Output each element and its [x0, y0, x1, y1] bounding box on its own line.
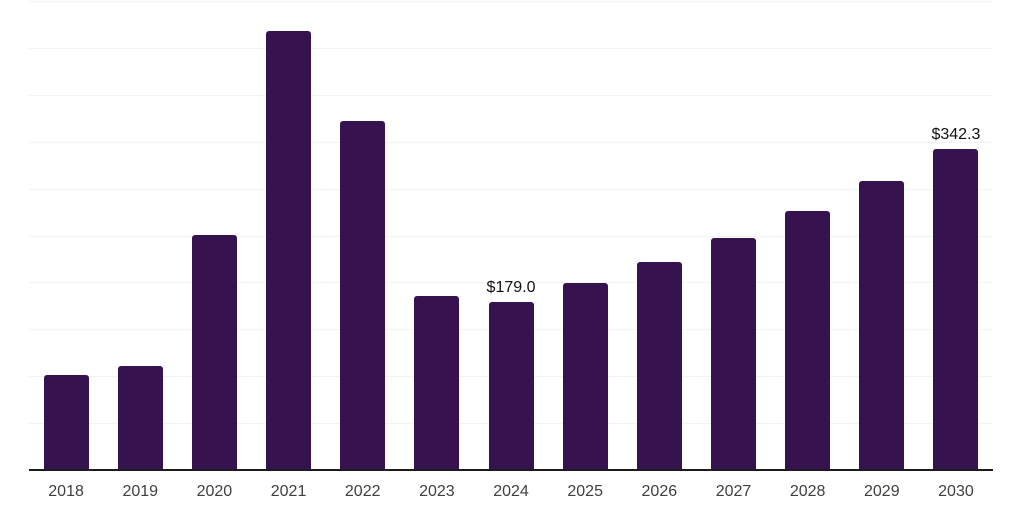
bar-2029 [859, 180, 905, 470]
bar-value-label-2024: $179.0 [486, 279, 536, 297]
x-axis-line [29, 469, 993, 471]
x-tick-label-2020: 2020 [196, 483, 233, 500]
gridline-200 [29, 282, 993, 284]
bar-2022 [340, 120, 386, 470]
bar-slot-2024: $179.0 [474, 1, 548, 470]
x-tick-label-2028: 2028 [789, 483, 826, 500]
bar-slot-2027 [696, 1, 770, 470]
plot-area: $179.0 $342.3 [29, 1, 993, 471]
x-tick-label-2026: 2026 [641, 483, 678, 500]
x-axis-labels: 2018 2019 2020 2021 2022 2023 2024 2025 2026 2027… [29, 482, 993, 502]
bar-2025 [562, 282, 608, 470]
bar-slot-2023 [400, 1, 474, 470]
bar-slot-2019 [103, 1, 177, 470]
bar-value-label-2030: $342.3 [931, 125, 981, 143]
bar-2030 [933, 148, 979, 470]
bar-2018 [43, 374, 89, 470]
x-tick-label-2024: 2024 [493, 483, 529, 500]
x-tick-label-2025: 2025 [567, 483, 603, 500]
bar-slot-2025 [548, 1, 622, 470]
x-tick-label-2023: 2023 [419, 483, 455, 500]
bar-2021 [266, 30, 312, 470]
gridline-450 [29, 47, 993, 49]
bars-layer: $179.0 $342.3 [29, 1, 993, 470]
bar-slot-2030: $342.3 [919, 1, 993, 470]
bar-slot-2022 [326, 1, 400, 470]
gridline-300 [29, 188, 993, 190]
bar-slot-2028 [771, 1, 845, 470]
bar-2028 [785, 211, 831, 470]
gridline-500 [29, 1, 993, 2]
x-tick-label-2029: 2029 [864, 483, 900, 500]
x-tick-label-2022: 2022 [344, 483, 381, 500]
bar-slot-2021 [251, 1, 325, 470]
bar-2027 [710, 237, 756, 470]
x-tick-label-2018: 2018 [48, 483, 84, 500]
gridline-250 [29, 235, 993, 237]
x-tick-label-2027: 2027 [715, 483, 752, 500]
x-tick-label-2019: 2019 [122, 483, 159, 500]
bar-slot-2020 [177, 1, 251, 470]
bar-slot-2026 [622, 1, 696, 470]
x-tick-label-2030: 2030 [938, 483, 974, 500]
bar-2026 [636, 261, 682, 470]
bar-slot-2029 [845, 1, 919, 470]
x-tick-label-2021: 2021 [270, 483, 307, 500]
gridline-350 [29, 141, 993, 143]
bar-2019 [117, 365, 163, 470]
bar-slot-2018 [29, 1, 103, 470]
bar-2020 [191, 234, 237, 470]
gridline-400 [29, 94, 993, 96]
bar-2023 [414, 295, 460, 470]
bar-2024 [488, 302, 534, 470]
